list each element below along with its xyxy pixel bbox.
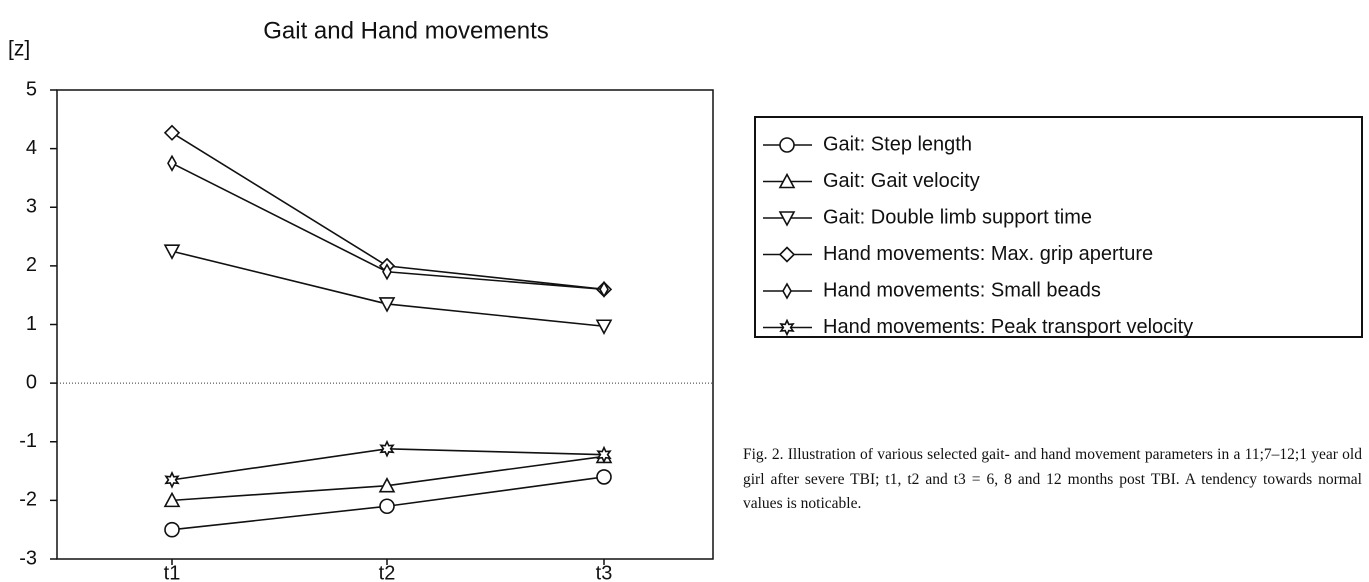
y-tick-label: -2 [19,489,37,511]
marker [595,319,613,335]
legend-marker [778,172,796,189]
y-tick-label: 0 [26,371,37,393]
y-tick-label: 3 [26,196,37,218]
y-tick-label: 1 [26,313,37,335]
marker [164,521,180,538]
marker [596,469,612,485]
marker [163,491,181,508]
legend-label: Hand movements: Small beads [823,279,1101,301]
marker [164,470,180,489]
legend-marker [778,246,796,263]
marker [163,124,181,141]
figure-caption: Fig. 2. Illustration of various selected… [743,446,1362,512]
marker [379,439,395,458]
marker [378,297,396,313]
marker [379,498,395,515]
legend-marker [778,211,796,227]
marker [382,263,392,281]
legend-label: Hand movements: Max. grip aperture [823,243,1153,265]
legend-label: Gait: Gait velocity [823,170,980,192]
marker [378,477,396,493]
legend-label: Gait: Step length [823,133,972,155]
series-line [171,455,605,502]
y-tick-label: 2 [26,254,37,276]
marker [163,244,181,260]
y-tick-label: 4 [26,137,37,159]
x-tick-label: t3 [596,562,613,582]
legend-label: Gait: Double limb support time [823,206,1092,228]
y-tick-label: -1 [19,430,37,452]
legend-box [754,116,1363,338]
chart-title: Gait and Hand movements [263,17,548,44]
marker [596,445,612,464]
legend-label: Hand movements: Peak transport velocity [823,316,1193,338]
legend-marker [779,318,795,337]
marker [599,280,609,298]
y-tick-label: 5 [26,78,37,100]
y-axis-label: [z] [8,38,30,61]
legend-marker [779,137,795,153]
x-tick-label: t2 [379,562,396,582]
y-tick-label: -3 [19,547,37,569]
legend-marker [782,282,792,300]
x-tick-label: t1 [164,562,181,582]
marker [167,154,177,172]
